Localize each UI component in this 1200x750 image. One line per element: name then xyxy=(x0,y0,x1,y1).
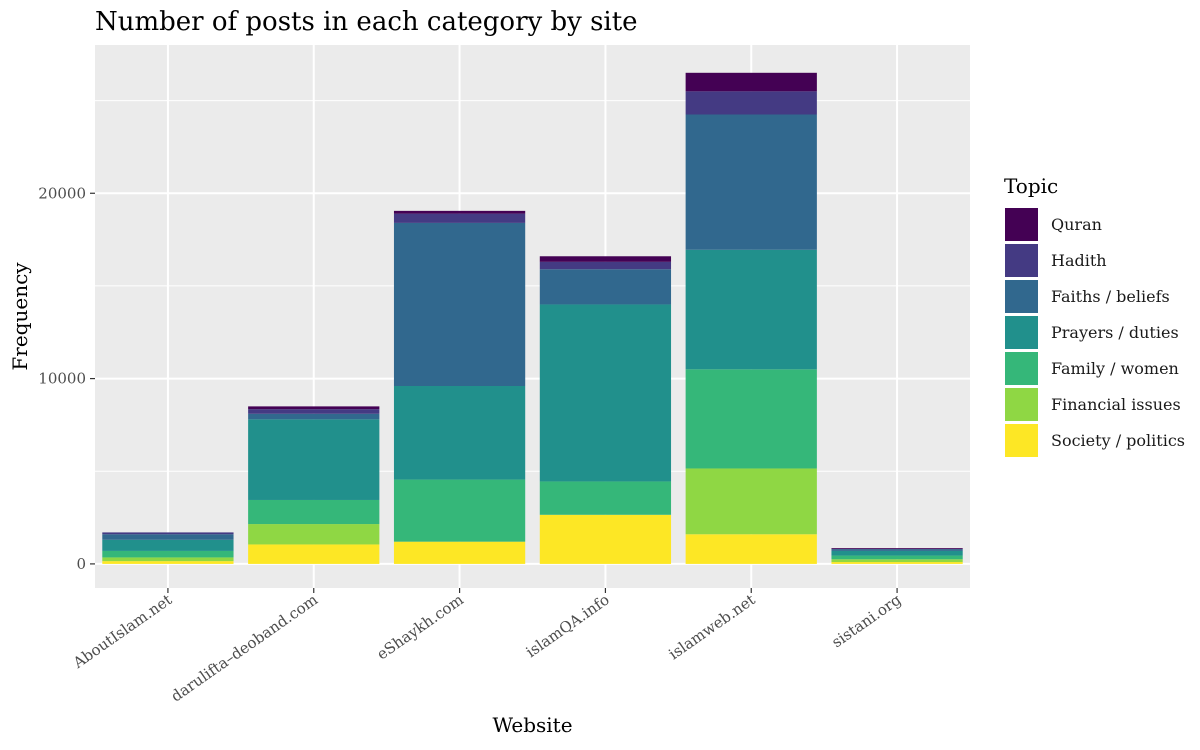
bar-segment xyxy=(393,222,526,386)
bars xyxy=(102,72,963,564)
y-axis-title: Frequency xyxy=(8,262,32,371)
bar-segment xyxy=(685,249,817,370)
x-tick-label: darulifta–deoband.com xyxy=(168,591,321,706)
legend-key xyxy=(1005,424,1038,457)
bar-segment xyxy=(393,210,526,214)
bar-segment xyxy=(539,481,672,515)
legend-key xyxy=(1005,352,1038,385)
x-axis-title: Website xyxy=(492,713,572,737)
legend-label: Hadith xyxy=(1051,251,1107,270)
y-tick-label: 0 xyxy=(76,555,86,573)
y-axis: 0 10000 20000 xyxy=(38,184,95,573)
bar-segment xyxy=(248,499,380,525)
bar-segment xyxy=(102,532,234,535)
bar-segment xyxy=(393,385,526,480)
bar-segment xyxy=(685,369,817,469)
legend-key xyxy=(1005,208,1038,241)
bar-segment xyxy=(102,539,234,551)
bar-segment xyxy=(539,256,672,262)
x-tick-label: islamweb.net xyxy=(665,591,758,664)
legend-key xyxy=(1005,280,1038,313)
chart-title: Number of posts in each category by site xyxy=(95,7,638,37)
bar-segment xyxy=(248,419,380,500)
legend-key xyxy=(1005,388,1038,421)
bar-segment xyxy=(393,213,526,223)
plot-panel xyxy=(95,45,970,588)
bar-segment xyxy=(831,548,963,550)
bar-segment xyxy=(831,549,963,551)
bar-segment xyxy=(685,468,817,535)
bar-segment xyxy=(102,557,234,562)
legend: Topic Quran Hadith Faiths / beliefs Prayers… xyxy=(1004,174,1185,457)
bar-segment xyxy=(539,514,672,564)
bar-segment xyxy=(248,544,380,564)
bar-segment xyxy=(102,561,234,564)
legend-label: Faiths / beliefs xyxy=(1051,287,1170,306)
y-tick-label: 10000 xyxy=(38,370,86,388)
bar-segment xyxy=(539,304,672,482)
bar-segment xyxy=(685,72,817,92)
bar-segment xyxy=(685,91,817,115)
legend-label: Quran xyxy=(1051,215,1102,234)
bar-segment xyxy=(685,114,817,250)
x-tick-label: eShaykh.com xyxy=(373,591,466,664)
bar-segment xyxy=(102,550,234,558)
bar-segment xyxy=(831,550,963,556)
y-tick-label: 20000 xyxy=(38,184,86,202)
bar-segment xyxy=(539,261,672,270)
legend-label: Financial issues xyxy=(1051,395,1181,414)
legend-title: Topic xyxy=(1004,174,1058,198)
legend-label: Family / women xyxy=(1051,359,1179,378)
legend-key xyxy=(1005,316,1038,349)
bar-segment xyxy=(393,479,526,542)
x-tick-label: AboutIslam.net xyxy=(69,591,175,673)
bar-segment xyxy=(831,562,963,564)
bar-segment xyxy=(248,524,380,545)
bar-segment xyxy=(248,406,380,410)
bar-segment xyxy=(248,409,380,414)
bar-segment xyxy=(102,534,234,540)
legend-label: Society / politics xyxy=(1051,431,1185,450)
x-tick-label: islamQA.info xyxy=(523,591,613,662)
bar-segment xyxy=(831,555,963,560)
minor-gridlines xyxy=(95,100,970,472)
bar-segment xyxy=(248,413,380,420)
bar-segment xyxy=(685,534,817,564)
x-tick-label: sistani.org xyxy=(828,590,904,651)
legend-label: Prayers / duties xyxy=(1051,323,1179,342)
bar-segment xyxy=(393,541,526,564)
legend-key xyxy=(1005,244,1038,277)
bar-segment xyxy=(831,559,963,563)
bar-segment xyxy=(539,269,672,305)
